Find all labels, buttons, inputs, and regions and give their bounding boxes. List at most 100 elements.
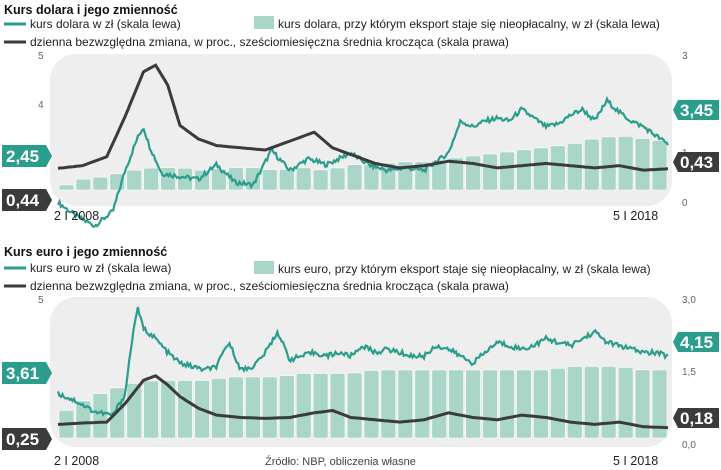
badge-shape	[673, 332, 719, 352]
threshold-bar	[245, 376, 261, 439]
threshold-bar	[58, 184, 75, 191]
threshold-bar	[295, 167, 312, 191]
legend-2-threshold-swatch	[254, 261, 274, 274]
badge-shape	[673, 100, 719, 120]
threshold-bar	[92, 176, 109, 191]
threshold-bar	[634, 138, 651, 191]
threshold-bar	[397, 369, 414, 439]
threshold-bar	[228, 376, 244, 439]
threshold-bar	[583, 138, 600, 191]
threshold-bar	[329, 373, 346, 439]
panel-2-volatility-line	[57, 374, 669, 430]
right-tick-label: 3	[682, 51, 688, 62]
threshold-bar	[499, 151, 515, 191]
badge-text: 0,18	[680, 409, 713, 428]
threshold-bar	[566, 366, 583, 439]
panel-2-end-rate-badge: 4,15	[673, 332, 719, 352]
legend-1-rate: kurs dolara w zł (skala lewa)	[30, 17, 181, 31]
threshold-bar	[346, 164, 363, 191]
right-tick-label: 3,0	[682, 295, 696, 306]
right-tick-label: 0	[682, 198, 688, 209]
threshold-bar	[414, 369, 430, 439]
panel-1-start-rate-badge: 2,45	[2, 145, 52, 167]
badge-text: 3,45	[680, 101, 713, 120]
threshold-bar	[516, 149, 532, 191]
badge-text: 0,43	[680, 153, 713, 172]
panel-1-end-rate-badge: 3,45	[673, 100, 719, 120]
threshold-bar	[550, 145, 566, 191]
threshold-bar	[177, 167, 193, 191]
legend-1-threshold: kurs dolara, przy którym eksport staje s…	[278, 17, 660, 31]
threshold-bar	[431, 369, 447, 439]
threshold-bar	[75, 178, 92, 191]
threshold-bar	[617, 367, 634, 439]
threshold-bar	[278, 169, 295, 191]
panel-1-rate-line	[57, 95, 669, 228]
threshold-bar	[160, 380, 176, 439]
threshold-bar	[533, 369, 549, 439]
threshold-bar	[482, 369, 498, 439]
threshold-bar	[295, 373, 312, 439]
panel-1-x-end-label: 5 I 2018	[613, 209, 658, 223]
panel-1-end-vol-badge: 0,43	[673, 152, 719, 172]
left-tick-label: 5	[38, 51, 44, 62]
threshold-bar	[533, 147, 549, 191]
panel-2-end-vol-badge: 0,18	[673, 408, 719, 428]
panel-2-start-vol-badge: 0,25	[2, 428, 52, 450]
threshold-bar	[465, 155, 481, 191]
threshold-bar	[600, 136, 617, 191]
threshold-bar	[228, 167, 244, 191]
badge-shape	[673, 152, 719, 172]
panel-1-left-axis: 543	[38, 51, 44, 161]
badge-shape	[2, 189, 52, 211]
panel-2-title: Kurs euro i jego zmienność	[4, 245, 167, 259]
panel-2-threshold-bars	[58, 366, 668, 439]
panel-2-rate-line	[56, 306, 669, 417]
badge-text: 3,61	[6, 364, 39, 383]
legend-2-volatility: dzienna bezwzględna zmiana, w proc., sze…	[30, 279, 509, 293]
threshold-bar	[312, 169, 329, 191]
threshold-bar	[312, 373, 329, 439]
panel-1-title: Kurs dolara i jego zmienność	[4, 3, 178, 17]
badge-shape	[2, 145, 52, 167]
legend-2-rate: kurs euro w zł (skala lewa)	[30, 261, 171, 275]
badge-shape	[2, 362, 52, 384]
threshold-bar	[92, 393, 109, 439]
threshold-bar	[583, 366, 600, 439]
threshold-bar	[278, 375, 295, 439]
threshold-bar	[600, 366, 617, 439]
right-tick-label: 1,5	[682, 367, 696, 378]
panel-2-x-start-label: 2 I 2008	[54, 454, 99, 468]
threshold-bar	[177, 380, 193, 439]
threshold-bar	[261, 169, 278, 191]
threshold-bar	[363, 370, 380, 439]
threshold-bar	[516, 369, 532, 439]
threshold-bar	[346, 372, 363, 439]
threshold-bar	[380, 369, 397, 439]
threshold-bar	[75, 400, 92, 439]
threshold-bar	[465, 369, 481, 439]
panel-1-x-start-label: 2 I 2008	[54, 209, 99, 223]
threshold-bar	[634, 369, 651, 439]
legend-1-threshold-swatch	[254, 16, 274, 29]
panel-2-x-end-label: 5 I 2018	[613, 454, 658, 468]
threshold-bar	[617, 136, 634, 191]
panel-1-start-vol-badge: 0,44	[2, 189, 52, 211]
legend-1-volatility: dzienna bezwzględna zmiana, w proc., sze…	[30, 35, 509, 49]
threshold-bar	[211, 377, 227, 439]
threshold-bar	[245, 167, 261, 191]
panel-1-volatility-line	[57, 63, 669, 172]
badge-text: 0,25	[6, 430, 39, 449]
threshold-bar	[651, 140, 668, 191]
badge-shape	[2, 428, 52, 450]
left-tick-label: 4	[38, 100, 44, 111]
threshold-bar	[448, 157, 464, 191]
threshold-bar	[448, 369, 464, 439]
panel-1-right-axis: 3210	[682, 51, 688, 209]
badge-text: 0,44	[6, 191, 40, 210]
badge-shape	[673, 408, 719, 428]
threshold-bar	[160, 167, 176, 191]
source-note: Źródło: NBP, obliczenia własne	[265, 455, 416, 468]
